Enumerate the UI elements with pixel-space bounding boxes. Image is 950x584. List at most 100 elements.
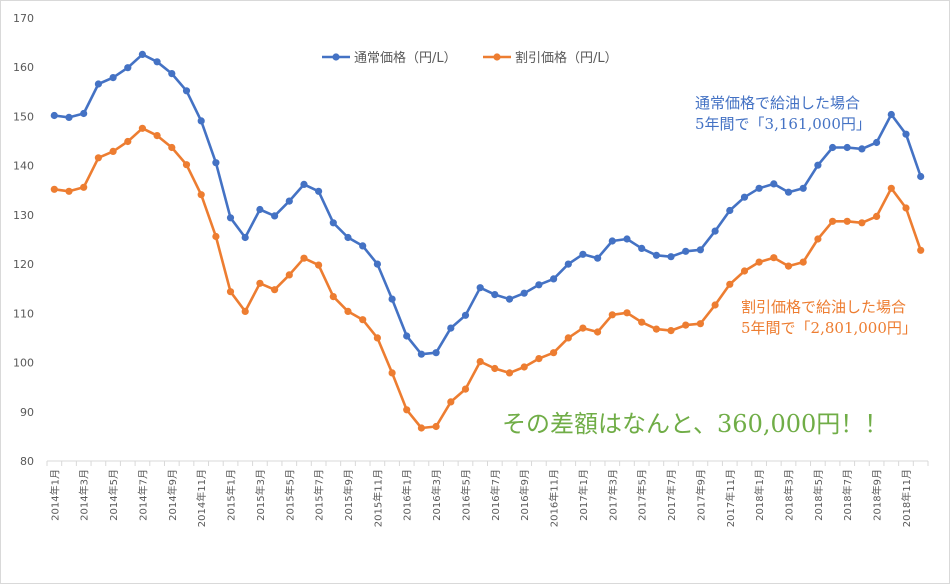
discount-price-point bbox=[476, 358, 484, 366]
discount-price-point bbox=[241, 307, 249, 315]
regular-price-point bbox=[652, 251, 661, 259]
regular-price-point bbox=[197, 117, 205, 125]
discount-price-point bbox=[564, 334, 572, 342]
regular-price-point bbox=[476, 284, 484, 292]
regular-price-point bbox=[388, 295, 396, 303]
discount-price-point bbox=[94, 154, 102, 162]
regular-price-point bbox=[241, 233, 249, 242]
discount-price-point bbox=[667, 327, 675, 335]
y-axis: 80 90 100 110 120 130 140 150 160 170 bbox=[13, 12, 34, 468]
x-tick-label: 2017年1月 bbox=[577, 469, 590, 521]
y-tick-label: 150 bbox=[13, 110, 34, 123]
discount-price-point bbox=[300, 254, 308, 262]
y-tick-label: 90 bbox=[20, 406, 34, 419]
discount-price-point bbox=[623, 309, 631, 317]
x-tick-label: 2016年7月 bbox=[489, 469, 502, 521]
discount-price-point bbox=[726, 280, 734, 288]
discount-price-point bbox=[373, 334, 381, 342]
x-tick-label: 2018年3月 bbox=[783, 469, 796, 521]
discount-price-point bbox=[124, 137, 132, 146]
discount-price-point bbox=[285, 271, 293, 279]
regular-price-point bbox=[285, 197, 293, 205]
regular-price-point bbox=[80, 109, 88, 118]
discount-price-point bbox=[740, 267, 749, 275]
regular-price-point bbox=[153, 58, 161, 66]
legend-label: 割引価格（円/L） bbox=[515, 50, 618, 66]
y-tick-label: 100 bbox=[13, 357, 34, 370]
x-tick-label: 2014年1月 bbox=[48, 469, 61, 521]
x-tick-label: 2014年5月 bbox=[107, 469, 120, 521]
discount-annotation-line2: 5年間で「2,801,000円」 bbox=[741, 319, 917, 337]
x-tick-label: 2016年3月 bbox=[430, 469, 443, 521]
regular-price-point bbox=[315, 187, 323, 195]
discount-price-point bbox=[799, 258, 807, 266]
discount-price-point bbox=[271, 286, 279, 294]
discount-price-point bbox=[417, 424, 425, 432]
discount-price-point bbox=[873, 212, 881, 220]
regular-price-point bbox=[873, 138, 881, 147]
regular-price-point bbox=[226, 214, 235, 222]
regular-price-point bbox=[902, 130, 910, 138]
regular-price-point bbox=[138, 50, 146, 59]
regular-price-point bbox=[491, 291, 499, 299]
discount-price-point bbox=[652, 325, 661, 333]
discount-price-point bbox=[579, 324, 587, 332]
discount-price-point bbox=[315, 261, 323, 269]
x-tick-label: 2015年11月 bbox=[371, 469, 384, 527]
regular-price-point bbox=[711, 227, 719, 235]
discount-price-point bbox=[770, 254, 778, 262]
x-tick-label: 2015年5月 bbox=[283, 469, 296, 521]
regular-price-point bbox=[329, 219, 337, 227]
regular-price-point bbox=[520, 289, 528, 297]
y-tick-label: 80 bbox=[20, 455, 34, 468]
difference-annotation: その差額はなんと、360,000円！！ bbox=[502, 410, 889, 438]
discount-price-point bbox=[711, 301, 719, 309]
discount-price-point bbox=[520, 363, 528, 371]
regular-price-point bbox=[417, 350, 425, 358]
regular-price-point bbox=[770, 180, 778, 188]
regular-price-point bbox=[403, 332, 411, 340]
discount-price-annotation: 割引価格で給油した場合 5年間で「2,801,000円」 bbox=[741, 297, 917, 339]
regular-price-point bbox=[799, 184, 807, 192]
discount-price-point bbox=[109, 147, 117, 155]
discount-price-point bbox=[829, 217, 837, 225]
discount-price-point bbox=[256, 279, 264, 287]
regular-price-point bbox=[887, 110, 895, 119]
regular-price-point bbox=[696, 246, 705, 254]
y-tick-label: 160 bbox=[13, 61, 34, 74]
x-tick-label: 2014年7月 bbox=[136, 469, 149, 521]
regular-price-point bbox=[682, 247, 690, 255]
regular-price-point bbox=[829, 143, 837, 152]
regular-price-point bbox=[550, 275, 558, 283]
y-tick-label: 120 bbox=[13, 258, 34, 271]
x-tick-label: 2017年3月 bbox=[606, 469, 619, 521]
legend: 通常価格（円/L） 割引価格（円/L） bbox=[322, 50, 618, 66]
discount-price-point bbox=[814, 235, 822, 243]
regular-price-point bbox=[623, 235, 631, 243]
x-tick-label: 2015年1月 bbox=[225, 469, 238, 521]
x-tick-label: 2018年1月 bbox=[753, 469, 766, 521]
regular-price-point bbox=[505, 295, 514, 303]
discount-price-point bbox=[182, 161, 191, 169]
discount-price-point bbox=[359, 316, 367, 324]
x-tick-label: 2018年11月 bbox=[900, 469, 913, 527]
regular-price-point bbox=[608, 237, 616, 245]
discount-price-point bbox=[447, 398, 455, 406]
discount-price-point bbox=[403, 406, 411, 414]
discount-price-point bbox=[153, 132, 161, 140]
regular-price-point bbox=[564, 260, 572, 268]
x-tick-label: 2017年7月 bbox=[665, 469, 678, 521]
discount-price-point bbox=[858, 219, 866, 227]
discount-price-point bbox=[461, 385, 470, 393]
x-tick-label: 2018年7月 bbox=[841, 469, 854, 521]
x-tick-label: 2017年11月 bbox=[724, 469, 737, 527]
discount-price-point bbox=[682, 321, 690, 329]
discount-price-point bbox=[388, 369, 396, 377]
regular-price-point bbox=[638, 244, 646, 252]
discount-price-point bbox=[197, 191, 205, 199]
discount-price-point bbox=[80, 183, 88, 191]
legend-swatch-marker bbox=[332, 53, 340, 61]
legend-label: 通常価格（円/L） bbox=[354, 50, 457, 66]
